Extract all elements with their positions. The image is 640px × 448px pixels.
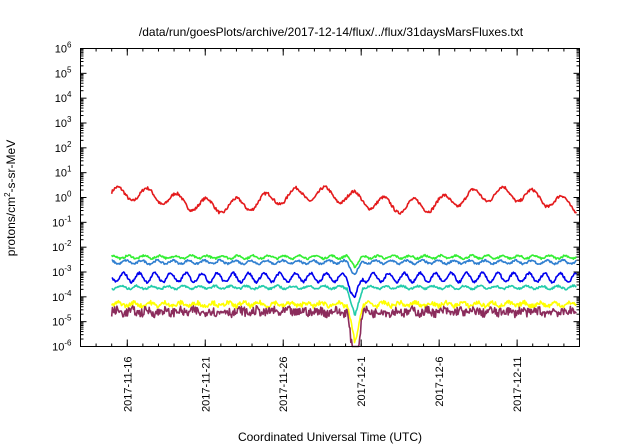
y-tick-base: 10 [52,267,64,279]
y-tick-exp: 5 [67,65,72,74]
y-tick-base: 10 [52,342,64,354]
y-axis-label-sup: 2 [3,192,12,197]
y-tick-exp: -4 [64,289,72,298]
y-tick-label: 101 [55,165,72,180]
series-line [111,271,577,299]
y-tick-base: 10 [55,193,67,205]
y-tick-exp: 1 [67,165,72,174]
y-tick-base: 10 [52,317,64,329]
chart-title: /data/run/goesPlots/archive/2017-12-14/f… [139,25,524,39]
x-tick-label: 2017-12-6 [434,357,446,407]
y-tick-base: 10 [55,143,67,155]
y-axis-label-prefix: protons/cm [4,197,18,256]
y-tick-label: 104 [55,90,72,105]
y-tick-label: 10-5 [52,314,72,329]
y-tick-base: 10 [55,68,67,80]
y-tick-exp: 4 [67,90,72,99]
y-tick-label: 10-2 [52,239,72,254]
x-tick-label: 2017-12-11 [512,357,524,412]
x-tick-label: 2017-11-21 [200,357,212,412]
y-tick-label: 10-6 [52,339,72,354]
y-tick-base: 10 [55,118,67,130]
series-line [110,299,578,344]
series-line [111,284,577,316]
y-tick-exp: 2 [67,140,72,149]
y-tick-base: 10 [55,93,67,105]
y-axis-label: protons/cm2-s-sr-MeV [3,140,18,256]
x-tick-label: 2017-11-26 [278,357,290,412]
x-tick-label: 2017-12-1 [356,357,368,407]
y-tick-label: 10-1 [52,214,72,229]
y-tick-base: 10 [55,168,67,180]
y-tick-label: 10-4 [52,289,72,304]
y-axis-label-suffix: -s-sr-MeV [4,140,18,193]
series-line [110,185,578,215]
y-tick-label: 103 [55,115,72,130]
y-tick-label: 105 [55,65,72,80]
y-tick-base: 10 [55,44,67,56]
series-line [110,305,577,348]
y-tick-base: 10 [52,292,64,304]
y-tick-exp: -6 [64,339,72,348]
x-tick-label: 2017-11-16 [122,357,134,412]
y-tick-exp: -1 [64,214,72,223]
y-tick-label: 10-3 [52,264,72,279]
y-tick-label: 102 [55,140,72,155]
x-axis-label: Coordinated Universal Time (UTC) [238,430,422,444]
series-line [111,258,577,276]
y-tick-label: 100 [55,190,72,205]
y-tick-base: 10 [52,217,64,229]
y-tick-exp: 0 [67,190,72,199]
y-tick-exp: 6 [67,41,72,50]
y-tick-exp: -2 [64,239,72,248]
x-axis: 2017-11-16 2017-11-21 2017-11-26 2017-12-1 2… [80,48,580,412]
y-tick-exp: 3 [67,115,72,124]
y-tick-exp: -3 [64,264,72,273]
y-axis: 10-610-510-410-310-210-11001011021031041… [52,41,580,354]
y-tick-base: 10 [52,242,64,254]
y-tick-label: 106 [55,41,72,56]
y-tick-exp: -5 [64,314,72,323]
series-line [110,253,578,269]
